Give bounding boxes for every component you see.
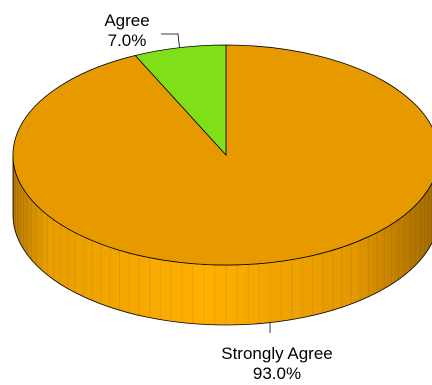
pie-slice-strongly-agree	[12, 44, 432, 266]
pie-side	[12, 154, 432, 326]
data-label-strongly-agree-value: 93.0%	[253, 364, 301, 383]
data-label-strongly-agree-name: Strongly Agree	[221, 344, 333, 363]
leader-line-agree	[161, 33, 180, 48]
pie-top	[12, 44, 432, 266]
data-label-agree-value: 7.0%	[108, 31, 147, 50]
data-label-agree-name: Agree	[104, 11, 149, 30]
